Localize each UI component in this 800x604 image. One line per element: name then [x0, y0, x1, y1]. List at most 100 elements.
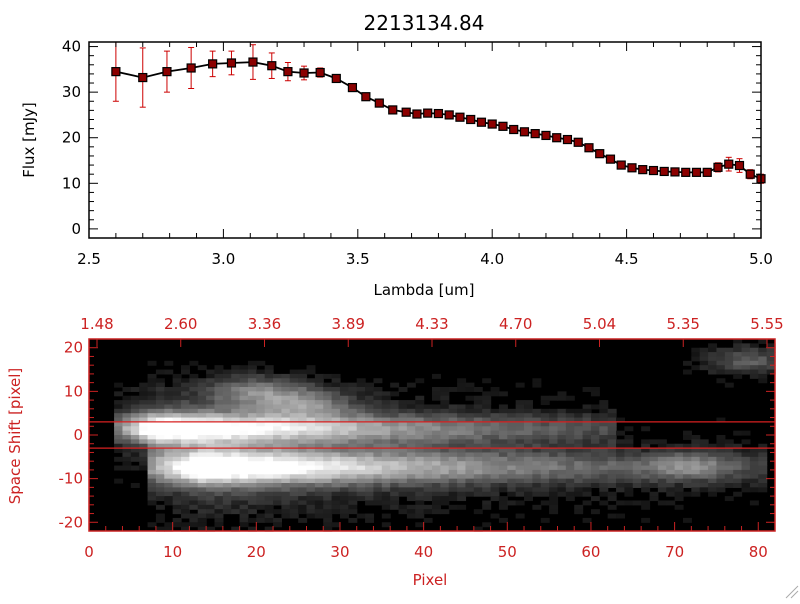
heatmap-cell: [222, 404, 232, 410]
heatmap-cell: [607, 474, 617, 480]
heatmap-cell: [373, 483, 383, 488]
heatmap-cell: [247, 496, 257, 502]
heatmap-cell: [657, 487, 667, 493]
heatmap-cell: [147, 500, 157, 506]
heatmap-cell: [247, 413, 257, 419]
heatmap-cell: [465, 395, 475, 401]
heatmap-cell: [339, 474, 349, 480]
heatmap-cell: [607, 483, 617, 488]
heatmap-cell: [440, 452, 450, 458]
heatmap-cell: [139, 417, 149, 423]
heatmap-cell: [197, 461, 207, 467]
heatmap-cell: [222, 413, 232, 419]
heatmap-cell: [197, 526, 207, 532]
heatmap-cell: [657, 452, 667, 458]
data-point-marker: [584, 143, 594, 153]
heatmap-cell: [465, 483, 475, 488]
heatmap-cell: [289, 426, 299, 432]
heatmap-cell: [222, 448, 232, 454]
heatmap-cell: [331, 430, 341, 436]
heatmap-cell: [214, 443, 224, 449]
heatmap-cell: [423, 483, 433, 488]
heatmap-cell: [273, 491, 283, 497]
heatmap-cell: [130, 400, 140, 406]
heatmap-cell: [147, 387, 157, 392]
data-point-marker: [388, 105, 398, 115]
heatmap-cell: [540, 421, 550, 427]
heatmap-cell: [724, 352, 734, 358]
heatmap-cell: [139, 456, 149, 462]
heatmap-cell: [147, 487, 157, 493]
heatmap-cell: [239, 404, 249, 410]
heatmap-cell: [289, 395, 299, 401]
spectrum-x-tick-label: 4.5: [615, 250, 639, 268]
heatmap-cell: [457, 491, 467, 497]
heatmap-cell: [657, 448, 667, 454]
heatmap-cell: [557, 417, 567, 423]
heatmap-cell: [749, 365, 759, 371]
heatmap-cell: [574, 435, 584, 440]
heatmap-cell: [172, 504, 182, 510]
heatmap-cell: [130, 452, 140, 458]
heatmap-cell: [273, 404, 283, 410]
heatmap-cell: [457, 452, 467, 458]
data-point-marker: [412, 109, 422, 119]
heatmap-cell: [273, 448, 283, 454]
heatmap-cell: [365, 461, 375, 467]
heatmap-cell: [155, 400, 165, 406]
heatmap-cell: [490, 413, 500, 419]
heatmap-cell: [164, 404, 174, 410]
data-point-marker: [627, 163, 637, 173]
resize-grip[interactable]: [785, 585, 799, 599]
heatmap-cell: [432, 474, 441, 480]
heatmap-cell: [298, 391, 308, 397]
heatmap-cell: [314, 478, 324, 484]
heatmap-cell: [540, 430, 550, 436]
heatmap-cell: [515, 513, 525, 519]
heatmap-cell: [331, 469, 341, 475]
heatmap-cell: [708, 469, 718, 475]
heatmap-cell: [616, 465, 626, 471]
heatmap-cell: [114, 400, 124, 406]
heatmap-cell: [616, 469, 626, 475]
heatmap-cell: [524, 417, 533, 423]
heatmap-cell: [214, 408, 224, 414]
heatmap-cell: [398, 435, 408, 440]
heatmap-cell: [365, 435, 375, 440]
heatmap-cell: [624, 491, 634, 497]
heatmap-cell: [214, 465, 224, 471]
heatmap-cell: [298, 395, 308, 401]
heatmap-cell: [314, 426, 324, 432]
heatmap-cell: [189, 404, 199, 410]
heatmap-cell: [314, 391, 324, 397]
heatmap-cell: [373, 456, 383, 462]
heatmap-cell: [398, 491, 408, 497]
heatmap-cell: [590, 483, 600, 488]
heatmap-cell: [423, 517, 433, 523]
heatmap-cell: [423, 469, 433, 475]
heatmap-cell: [331, 435, 341, 440]
heatmap-cell: [582, 435, 592, 440]
heatmap-cell: [281, 452, 291, 458]
heatmap-cell: [348, 491, 358, 497]
heatmap-cell: [189, 413, 199, 419]
heatmap-cell: [641, 465, 651, 471]
heatmap-cell: [565, 474, 575, 480]
data-point-marker: [208, 59, 218, 69]
heatmap-cell: [147, 391, 157, 397]
heatmap-cell: [423, 474, 433, 480]
heatmap-cell: [172, 500, 182, 506]
heatmap-cell: [206, 373, 216, 379]
heatmap-cell: [139, 443, 149, 449]
heatmap-cell: [716, 448, 726, 454]
heatmap-cell: [599, 426, 609, 432]
heatmap-cell: [582, 421, 592, 427]
heatmap-cell: [373, 478, 383, 484]
heatmap-cell: [733, 452, 743, 458]
heatmap-cell: [724, 461, 734, 467]
heatmap-cell: [733, 478, 743, 484]
heatmap-cell: [691, 487, 701, 493]
heatmap-cell: [641, 500, 651, 506]
heatmap-cell: [482, 478, 492, 484]
heatmap-cell: [373, 448, 383, 454]
